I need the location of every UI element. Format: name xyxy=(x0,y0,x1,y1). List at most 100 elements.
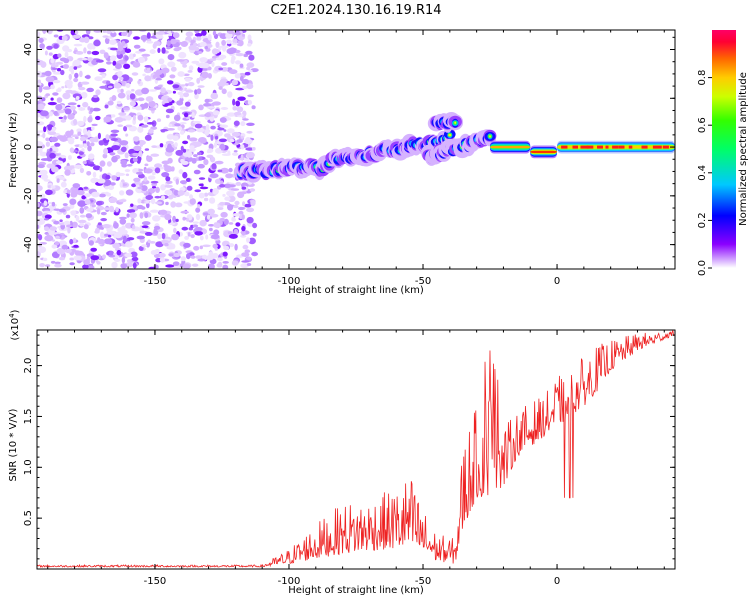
noise-blob xyxy=(121,225,126,231)
noise-blob xyxy=(209,188,214,193)
noise-blob xyxy=(180,180,187,185)
noise-blob xyxy=(209,197,216,204)
signal-peak xyxy=(605,145,609,149)
noise-blob xyxy=(186,217,189,222)
noise-blob xyxy=(39,151,48,157)
noise-blob xyxy=(246,216,254,224)
noise-blob xyxy=(66,82,73,89)
noise-blob xyxy=(167,61,176,68)
noise-blob xyxy=(106,228,112,232)
noise-blob xyxy=(69,238,74,245)
noise-blob xyxy=(212,30,217,36)
noise-blob xyxy=(183,73,190,77)
noise-blob xyxy=(152,43,157,49)
noise-blob xyxy=(165,108,174,114)
noise-blob xyxy=(69,147,75,153)
noise-blob xyxy=(75,51,84,55)
noise-blob xyxy=(240,135,244,139)
noise-blob xyxy=(245,50,253,55)
noise-blob xyxy=(141,244,147,248)
noise-blob xyxy=(71,221,78,228)
noise-blob xyxy=(164,213,172,221)
noise-blob xyxy=(121,256,126,264)
noise-blob xyxy=(184,77,192,82)
noise-blob xyxy=(54,241,60,246)
noise-blob xyxy=(133,36,140,40)
noise-blob xyxy=(73,66,78,70)
noise-blob xyxy=(81,57,88,61)
noise-blob xyxy=(45,189,53,196)
noise-blob xyxy=(227,195,236,203)
noise-blob xyxy=(43,179,51,182)
noise-blob xyxy=(186,150,193,158)
noise-blob xyxy=(90,255,100,261)
noise-blob xyxy=(240,191,247,195)
noise-blob xyxy=(49,147,53,152)
noise-blob xyxy=(51,201,56,207)
noise-blob xyxy=(166,46,171,50)
noise-blob xyxy=(152,215,161,222)
noise-blob xyxy=(77,131,82,136)
noise-blob xyxy=(37,224,40,229)
noise-blob xyxy=(222,264,229,269)
noise-blob xyxy=(215,135,219,140)
noise-blob xyxy=(112,60,117,66)
noise-blob xyxy=(142,73,146,77)
noise-blob xyxy=(195,207,201,213)
noise-blob xyxy=(234,31,241,36)
noise-blob xyxy=(124,152,129,159)
noise-blob xyxy=(73,255,82,261)
colorbar-tick-label: 0.4 xyxy=(697,165,708,181)
noise-blob xyxy=(136,235,145,240)
noise-blob xyxy=(213,229,220,236)
noise-blob xyxy=(118,44,124,51)
noise-blob xyxy=(216,263,223,268)
noise-blob xyxy=(179,122,187,125)
noise-blob xyxy=(185,177,191,182)
noise-blob xyxy=(247,43,252,47)
noise-blob xyxy=(209,173,219,179)
noise-blob xyxy=(185,31,194,37)
noise-blob xyxy=(204,45,208,50)
noise-blob xyxy=(197,163,205,169)
noise-blob xyxy=(241,260,250,263)
noise-blob xyxy=(171,233,180,241)
noise-blob xyxy=(159,209,168,215)
spectrogram-image xyxy=(37,30,675,269)
noise-blob xyxy=(131,72,139,76)
noise-blob xyxy=(221,39,227,46)
noise-blob xyxy=(245,137,251,143)
noise-blob xyxy=(240,121,246,127)
noise-blob xyxy=(100,231,105,239)
noise-blob xyxy=(211,234,220,240)
noise-blob xyxy=(125,90,132,96)
noise-blob xyxy=(187,129,196,133)
noise-blob xyxy=(141,185,148,192)
signal-peak xyxy=(628,145,633,149)
noise-blob xyxy=(53,72,61,75)
noise-blob xyxy=(104,186,109,190)
noise-blob xyxy=(226,112,236,117)
noise-blob xyxy=(180,210,189,214)
snr-ticks: -150 -100 -50 0 0.5 1.0 1.5 2.0 xyxy=(23,330,675,587)
noise-blob xyxy=(63,64,69,69)
noise-blob xyxy=(73,59,81,66)
noise-blob xyxy=(50,260,56,264)
noise-blob xyxy=(207,208,215,215)
noise-blob xyxy=(119,140,129,146)
noise-blob xyxy=(129,212,138,219)
noise-blob xyxy=(40,174,49,180)
noise-blob xyxy=(211,163,217,170)
noise-blob xyxy=(197,258,206,262)
noise-blob xyxy=(228,69,238,75)
noise-blob xyxy=(218,54,227,59)
noise-blob xyxy=(97,222,102,226)
noise-blob xyxy=(198,177,206,180)
noise-blob xyxy=(197,152,202,156)
noise-blob xyxy=(157,47,161,54)
noise-blob xyxy=(202,125,207,129)
noise-blob xyxy=(147,175,156,180)
noise-blob xyxy=(119,216,127,220)
noise-blob xyxy=(56,247,66,255)
noise-blob xyxy=(234,73,241,79)
